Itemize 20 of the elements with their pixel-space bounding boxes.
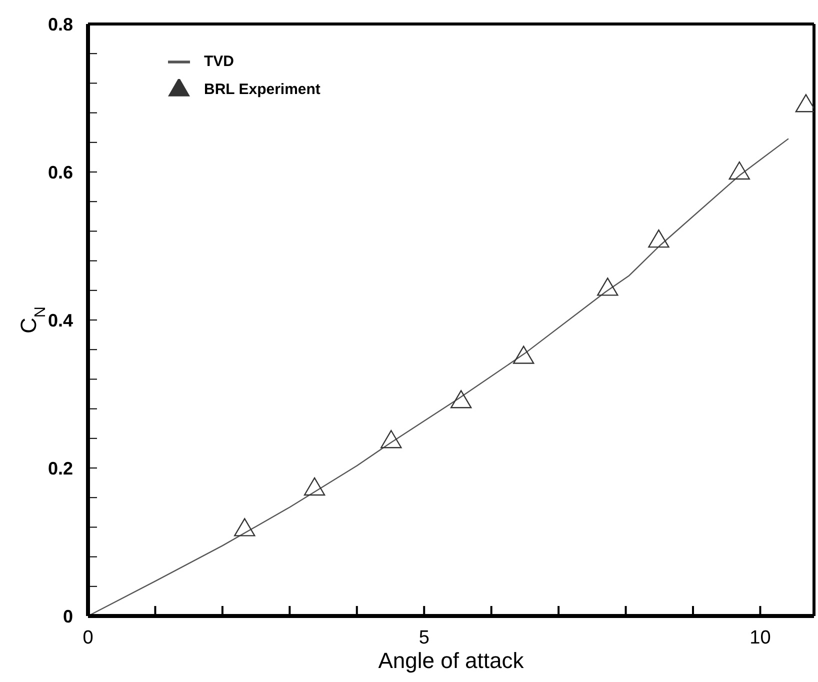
x-tick-label: 0 [82,627,94,648]
line-series [88,138,790,616]
point [304,477,326,496]
legend-label: BRL Experiment [204,81,320,98]
y-tick-label: 0.2 [48,458,73,478]
point [513,346,534,364]
legend-label: TVD [204,53,234,70]
point [234,518,256,536]
x-tick-label: 10 [750,627,771,648]
point [728,161,750,180]
point [450,390,472,408]
y-tick-label: 0.4 [48,310,73,330]
x-axis-title: Angle of attack [378,648,525,673]
point [597,278,618,296]
point [648,229,670,248]
y-tick-label: 0.6 [48,162,73,182]
point [380,430,402,448]
y-tick-label: 0.8 [48,14,73,34]
x-tick-label: 5 [418,627,430,648]
y-tick-label: 0 [62,606,73,626]
